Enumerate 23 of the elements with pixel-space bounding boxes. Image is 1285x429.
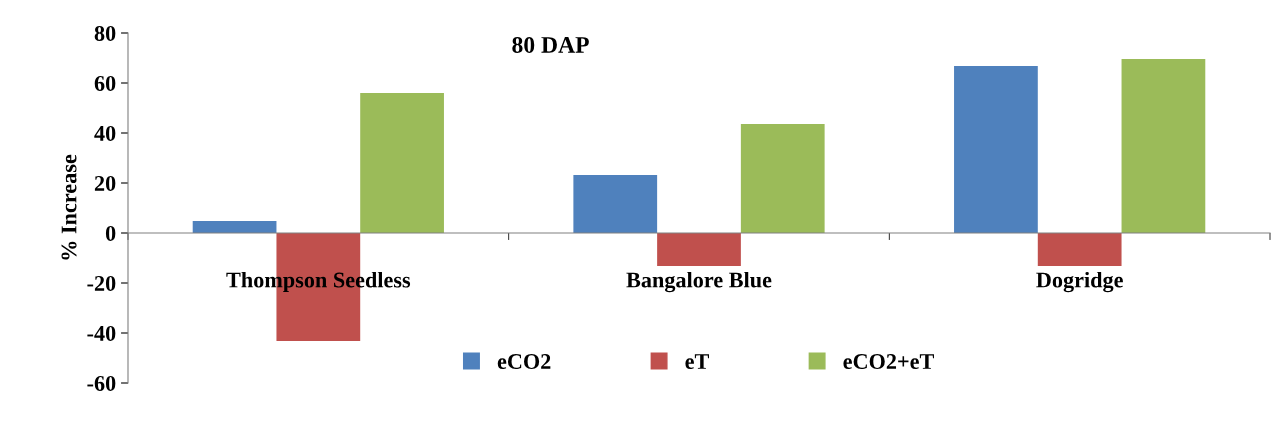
legend-label: eCO2+eT [843,354,934,369]
y-axis-title: % Increase [61,154,77,260]
y-tick-label: -20 [87,275,116,291]
y-tick-label: 0 [105,225,116,241]
bar [360,93,444,233]
y-tick-label: 80 [94,25,116,41]
legend-label: eCO2 [497,354,551,369]
y-tick-label: 20 [94,175,116,191]
x-tick-label: Bangalore Blue [626,271,772,293]
y-tick-label: 40 [94,125,116,141]
x-tick-label: Dogridge [1036,271,1123,293]
bar [657,233,741,266]
bar [740,124,825,233]
y-tick-label: -60 [87,375,116,391]
chart-title: 80 DAP [512,36,589,53]
y-tick-label: -40 [87,325,116,341]
y-tick-label: 60 [94,75,116,91]
bar [573,175,658,233]
bar [954,66,1038,233]
legend-label: eT [685,354,709,369]
bar [1037,233,1122,266]
bar [1121,59,1206,233]
bar [192,221,277,233]
